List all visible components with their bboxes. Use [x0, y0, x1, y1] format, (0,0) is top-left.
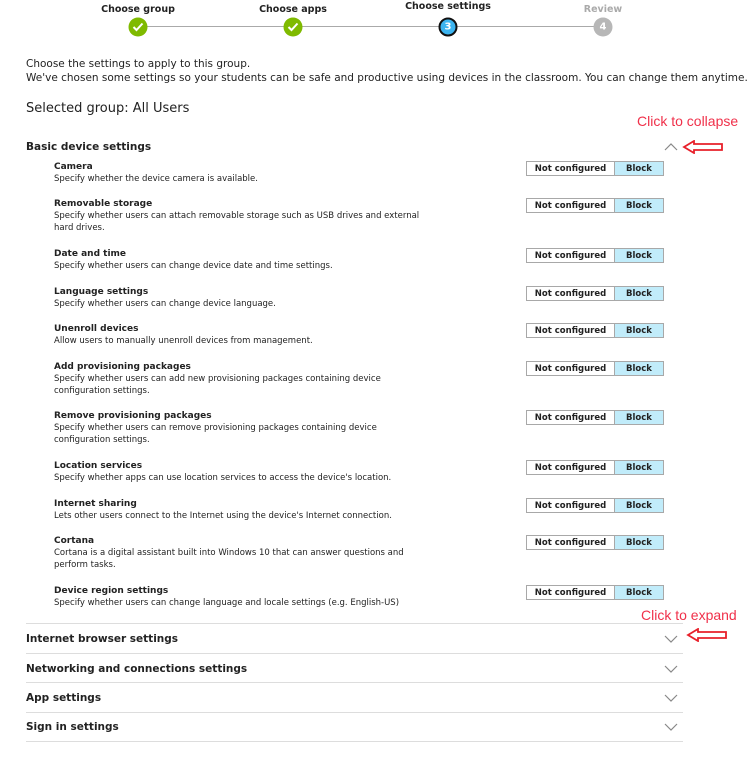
setting-title: Unenroll devices — [54, 324, 139, 334]
step-3-indicator: 3 — [438, 17, 458, 37]
section-header[interactable]: Internet browser settings — [26, 633, 179, 645]
setting-toggle[interactable]: Not configured Block — [526, 460, 664, 475]
section-basic-device-settings[interactable]: Basic device settings — [26, 141, 152, 153]
step-label: Review — [583, 4, 623, 15]
setting-description: Specify whether users can add new provis… — [54, 374, 381, 396]
not-configured-option[interactable]: Not configured — [527, 499, 615, 512]
section-divider — [26, 653, 683, 654]
not-configured-option[interactable]: Not configured — [527, 586, 615, 599]
setting-description: Allow users to manually unenroll devices… — [54, 336, 313, 346]
chevron-up-icon[interactable] — [664, 142, 678, 152]
block-option[interactable]: Block — [615, 411, 663, 424]
section-divider — [26, 623, 683, 624]
not-configured-option[interactable]: Not configured — [527, 362, 615, 375]
intro-text: Choose the settings to apply to this gro… — [26, 58, 251, 70]
section-header[interactable]: App settings — [26, 692, 102, 704]
step-label: Choose settings — [405, 1, 491, 12]
setting-toggle[interactable]: Not configured Block — [526, 535, 664, 550]
setting-description: Specify whether users can remove provisi… — [54, 423, 377, 445]
setting-toggle[interactable]: Not configured Block — [526, 286, 664, 301]
step-label: Choose group — [101, 4, 175, 15]
section-divider — [26, 682, 683, 683]
section-header[interactable]: Networking and connections settings — [26, 663, 248, 675]
block-option[interactable]: Block — [615, 324, 663, 337]
setting-title: Location services — [54, 461, 143, 471]
annotation-collapse: Click to collapse — [637, 113, 739, 129]
block-option[interactable]: Block — [615, 536, 663, 549]
setting-toggle[interactable]: Not configured Block — [526, 585, 664, 600]
setting-description: Lets other users connect to the Internet… — [54, 511, 392, 521]
setting-title: Add provisioning packages — [54, 362, 191, 372]
setting-title: Language settings — [54, 287, 149, 297]
block-option[interactable]: Block — [615, 199, 663, 212]
setting-toggle[interactable]: Not configured Block — [526, 410, 664, 425]
block-option[interactable]: Block — [615, 362, 663, 375]
step-number: 4 — [599, 21, 607, 33]
not-configured-option[interactable]: Not configured — [527, 199, 615, 212]
setting-description: Specify whether users can change device … — [54, 261, 333, 271]
step-2-indicator — [283, 17, 303, 37]
chevron-down-icon[interactable] — [664, 634, 678, 644]
not-configured-option[interactable]: Not configured — [527, 324, 615, 337]
setting-toggle[interactable]: Not configured Block — [526, 361, 664, 376]
step-label: Choose apps — [259, 4, 327, 15]
block-option[interactable]: Block — [615, 249, 663, 262]
setting-description: Specify whether the device camera is ava… — [54, 174, 258, 184]
chevron-down-icon[interactable] — [664, 722, 678, 732]
setting-title: Removable storage — [54, 199, 153, 209]
setting-description: Specify whether apps can use location se… — [54, 473, 392, 483]
setting-toggle[interactable]: Not configured Block — [526, 161, 664, 176]
setting-title: Device region settings — [54, 586, 169, 596]
setting-description: Specify whether users can change device … — [54, 299, 276, 309]
setting-description: Specify whether users can attach removab… — [54, 211, 420, 233]
block-option[interactable]: Block — [615, 586, 663, 599]
annotation-expand: Click to expand — [641, 607, 737, 623]
setting-toggle[interactable]: Not configured Block — [526, 498, 664, 513]
chevron-down-icon[interactable] — [664, 693, 678, 703]
selected-group-heading: Selected group: All Users — [26, 101, 190, 116]
section-divider — [26, 712, 683, 713]
not-configured-option[interactable]: Not configured — [527, 536, 615, 549]
setting-description: Cortana is a digital assistant built int… — [54, 548, 404, 570]
step-4-indicator: 4 — [593, 17, 613, 37]
section-divider — [26, 741, 683, 742]
setting-title: Date and time — [54, 249, 127, 259]
block-option[interactable]: Block — [615, 461, 663, 474]
not-configured-option[interactable]: Not configured — [527, 249, 615, 262]
not-configured-option[interactable]: Not configured — [527, 287, 615, 300]
not-configured-option[interactable]: Not configured — [527, 411, 615, 424]
annotation-arrow-icon — [686, 628, 727, 642]
check-icon — [287, 22, 299, 32]
setting-toggle[interactable]: Not configured Block — [526, 323, 664, 338]
step-number: 3 — [444, 21, 452, 33]
not-configured-option[interactable]: Not configured — [527, 461, 615, 474]
intro-description: We've chosen some settings so your stude… — [26, 72, 748, 84]
annotation-arrow-icon — [682, 140, 723, 154]
block-option[interactable]: Block — [615, 287, 663, 300]
setting-title: Camera — [54, 162, 93, 172]
setting-toggle[interactable]: Not configured Block — [526, 198, 664, 213]
setting-title: Internet sharing — [54, 499, 137, 509]
step-1-indicator — [128, 17, 148, 37]
block-option[interactable]: Block — [615, 162, 663, 175]
setting-toggle[interactable]: Not configured Block — [526, 248, 664, 263]
setting-title: Cortana — [54, 536, 95, 546]
chevron-down-icon[interactable] — [664, 664, 678, 674]
section-header[interactable]: Sign in settings — [26, 721, 119, 733]
setting-description: Specify whether users can change languag… — [54, 598, 400, 608]
not-configured-option[interactable]: Not configured — [527, 162, 615, 175]
setting-title: Remove provisioning packages — [54, 411, 212, 421]
block-option[interactable]: Block — [615, 499, 663, 512]
check-icon — [132, 22, 144, 32]
stepper-line — [138, 26, 603, 27]
